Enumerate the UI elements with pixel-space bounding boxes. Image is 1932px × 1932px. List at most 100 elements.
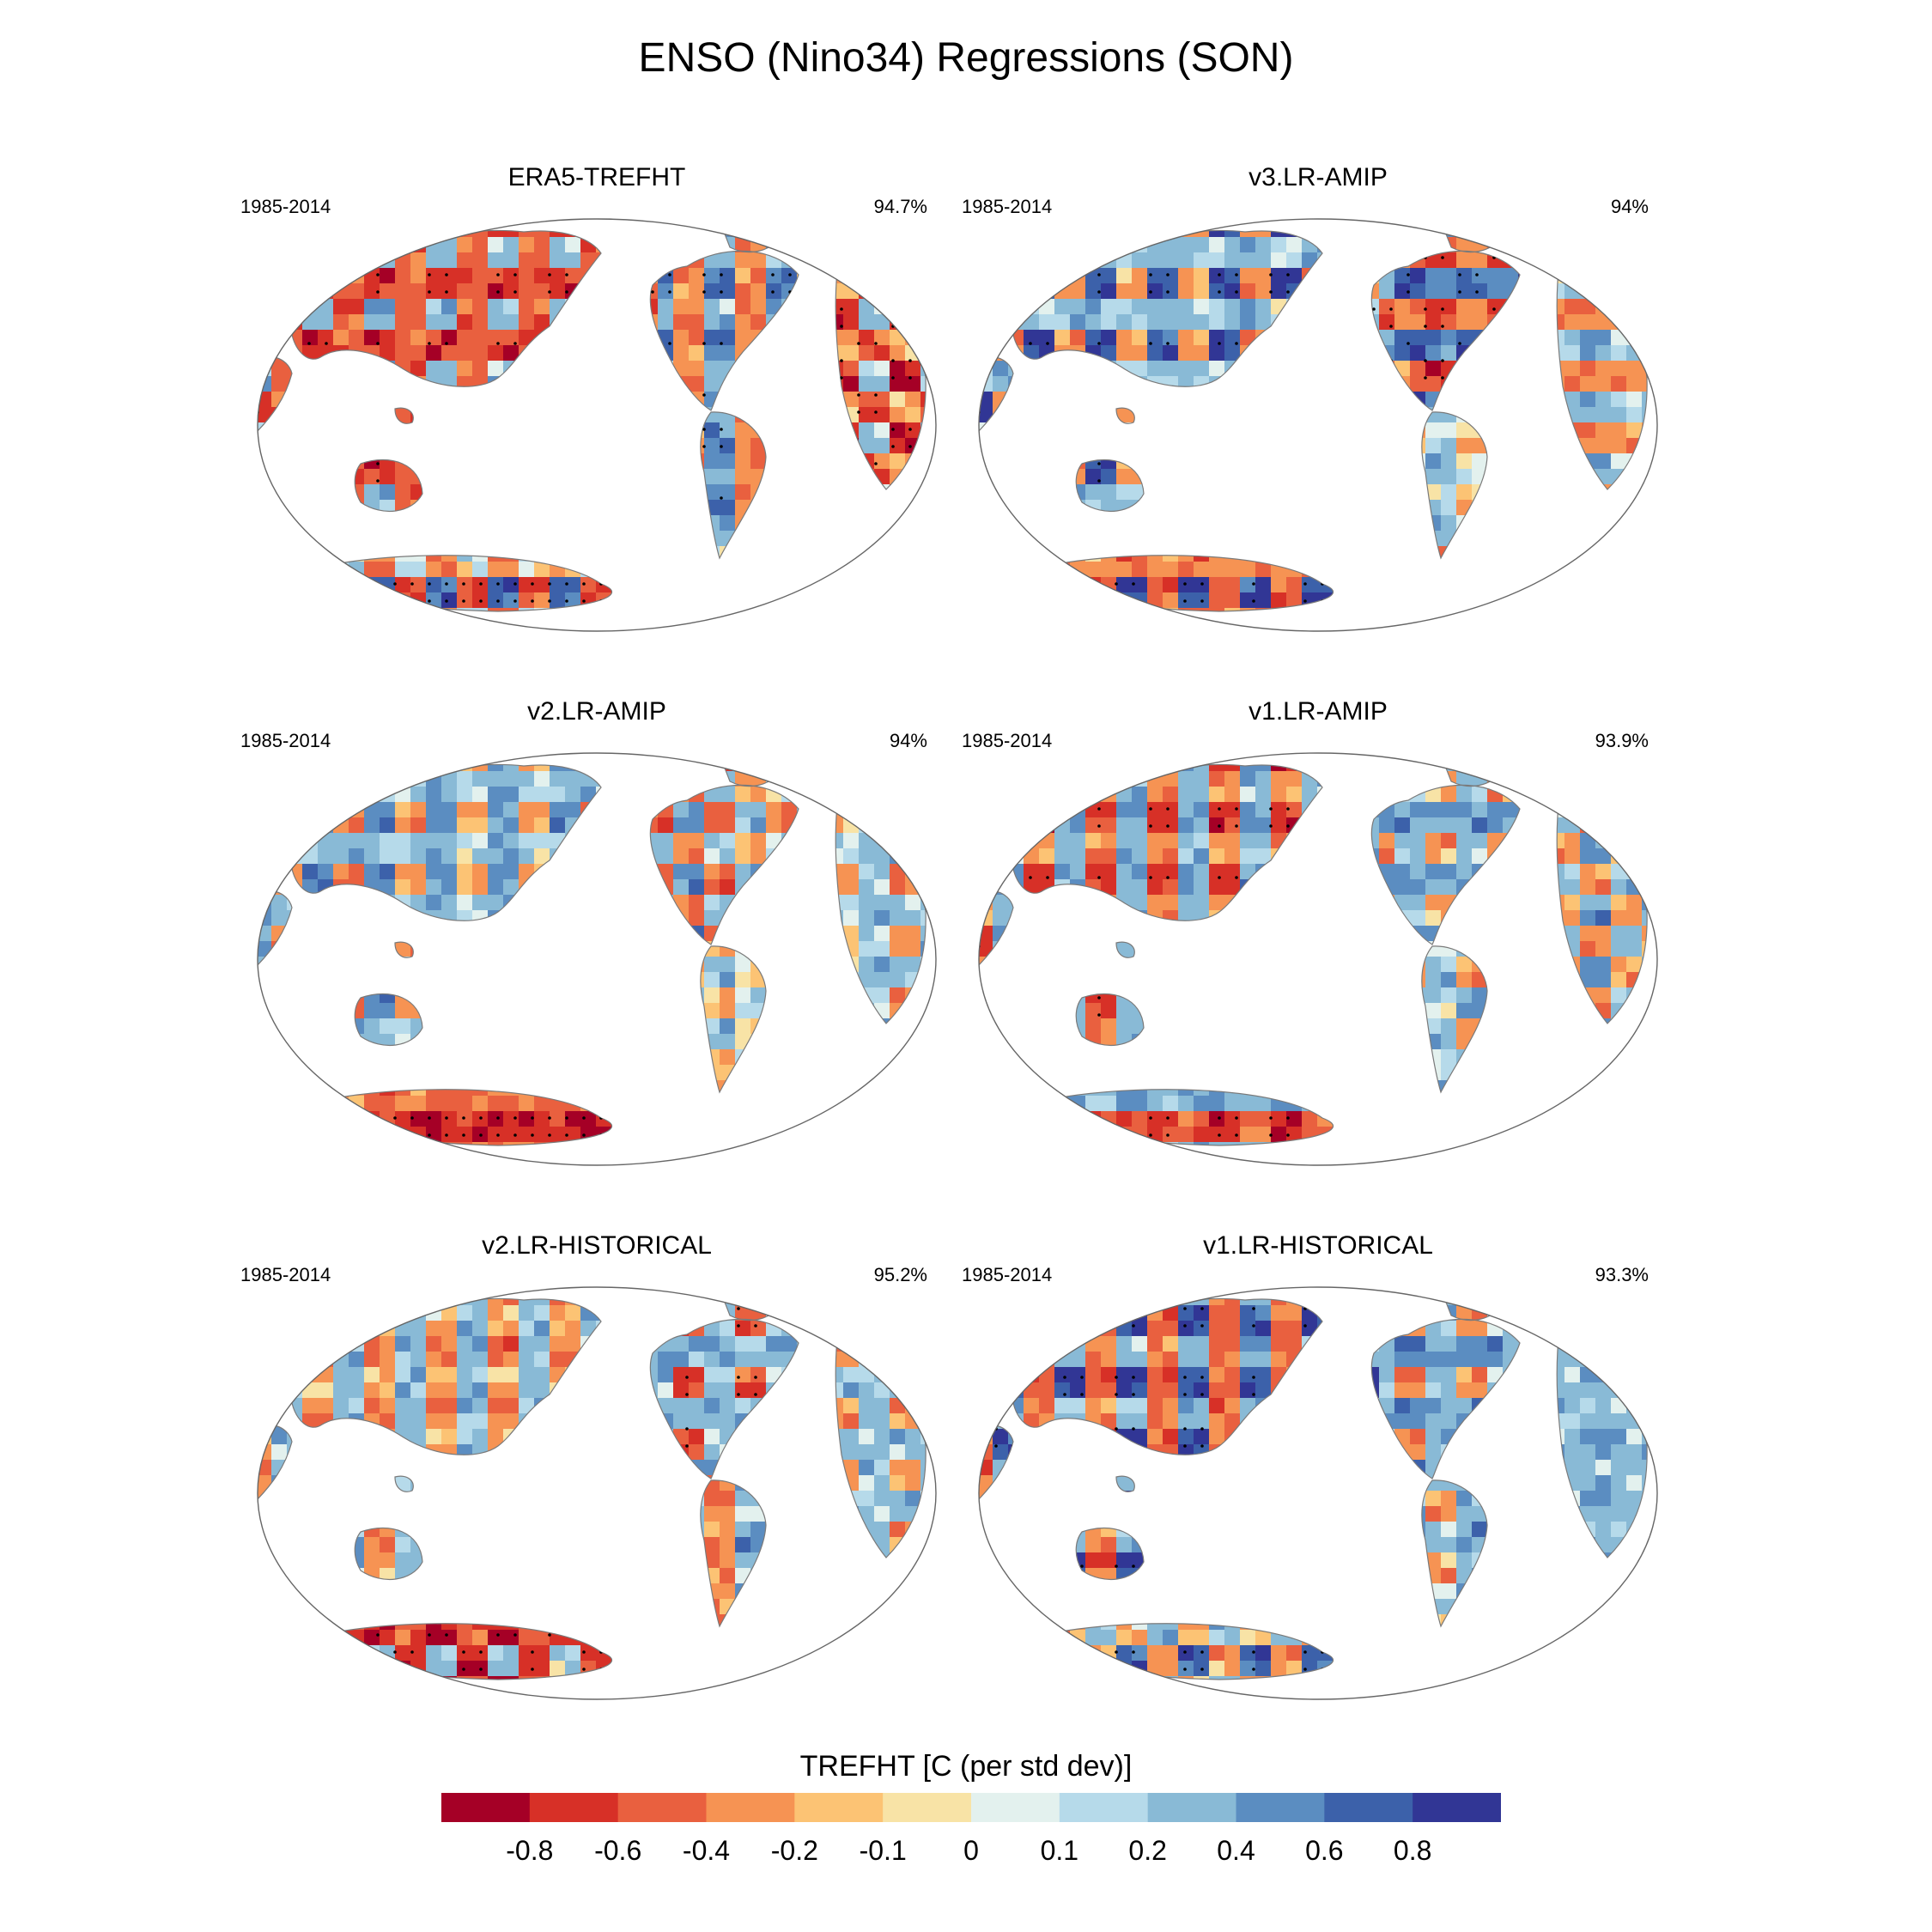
anomaly-cell — [1008, 314, 1024, 331]
anomaly-cell — [1441, 639, 1457, 644]
anomaly-cell — [271, 515, 288, 532]
anomaly-cell — [611, 639, 628, 644]
stipple-dot — [1613, 582, 1616, 586]
anomaly-cell — [1255, 220, 1272, 222]
anomaly-cell — [519, 1173, 535, 1178]
anomaly-cell — [1503, 756, 1519, 772]
anomaly-cell — [271, 1080, 288, 1097]
coastline — [1115, 407, 1135, 424]
anomaly-cell — [488, 639, 504, 644]
anomaly-cell — [720, 268, 736, 284]
anomaly-cell — [457, 562, 473, 578]
anomaly-cell — [905, 608, 921, 611]
anomaly-cell — [828, 237, 844, 253]
anomaly-cell — [1240, 787, 1256, 803]
anomaly-cell — [333, 608, 349, 611]
anomaly-cell — [673, 754, 690, 756]
anomaly-cell — [426, 623, 442, 640]
anomaly-cell — [1394, 314, 1411, 331]
anomaly-cell — [797, 608, 813, 611]
anomaly-cell — [1472, 756, 1488, 772]
stipple-dot — [1441, 256, 1444, 259]
anomaly-cell — [1178, 787, 1194, 803]
anomaly-cell — [905, 220, 921, 222]
anomaly-cell — [859, 957, 875, 973]
stipple-dot — [582, 1133, 586, 1137]
anomaly-cell — [1178, 802, 1194, 818]
anomaly-cell — [936, 740, 952, 756]
anomaly-cell — [410, 252, 427, 269]
anomaly-cell — [287, 754, 303, 756]
anomaly-cell — [302, 623, 319, 640]
anomaly-cell — [1054, 754, 1071, 756]
anomaly-cell — [905, 392, 921, 408]
anomaly-cell — [1132, 361, 1148, 377]
anomaly-cell — [364, 864, 380, 880]
anomaly-cell — [962, 206, 978, 222]
anomaly-cell — [920, 1142, 927, 1145]
anomaly-cell — [1271, 592, 1287, 609]
anomaly-cell — [565, 592, 581, 609]
anomaly-cell — [1286, 237, 1303, 253]
anomaly-cell — [364, 639, 380, 644]
anomaly-cell — [1054, 756, 1071, 772]
anomaly-cell — [519, 833, 535, 849]
anomaly-cell — [1085, 237, 1102, 253]
anomaly-cell — [905, 592, 921, 609]
anomaly-cell — [979, 268, 993, 284]
anomaly-cell — [1209, 361, 1225, 377]
anomaly-cell — [951, 314, 953, 331]
stipple-dot — [1029, 222, 1032, 225]
anomaly-cell — [979, 252, 993, 269]
anomaly-cell — [781, 771, 798, 787]
anomaly-cell — [1487, 220, 1504, 222]
anomaly-cell — [704, 299, 720, 315]
anomaly-cell — [1410, 623, 1426, 640]
anomaly-cell — [364, 1142, 380, 1145]
stipple-dot — [376, 479, 380, 483]
anomaly-cell — [874, 361, 890, 377]
anomaly-cell — [240, 639, 257, 644]
stipple-dot — [908, 582, 912, 586]
anomaly-cell — [859, 252, 875, 269]
anomaly-cell — [258, 833, 272, 849]
anomaly-cell — [993, 222, 1009, 238]
anomaly-cell — [240, 756, 257, 772]
anomaly-cell — [1209, 299, 1225, 315]
anomaly-cell — [1595, 802, 1612, 818]
anomaly-cell — [441, 754, 458, 756]
anomaly-cell — [951, 1065, 953, 1081]
anomaly-cell — [1008, 283, 1024, 300]
anomaly-cell — [1209, 220, 1225, 222]
anomaly-cell — [812, 771, 829, 787]
anomaly-cell — [1657, 361, 1674, 377]
anomaly-cell — [689, 754, 705, 756]
anomaly-cell — [874, 453, 890, 470]
stipple-dot — [1235, 290, 1238, 294]
anomaly-cell — [395, 787, 411, 803]
anomaly-cell — [1673, 222, 1674, 238]
anomaly-cell — [993, 515, 1009, 532]
anomaly-cell — [951, 817, 953, 834]
anomaly-cell — [843, 926, 860, 942]
anomaly-cell — [720, 987, 736, 1004]
anomaly-cell — [1611, 345, 1627, 361]
anomaly-cell — [1673, 361, 1674, 377]
stipple-dot — [428, 1116, 431, 1120]
stipple-dot — [359, 1133, 362, 1137]
anomaly-cell — [441, 330, 458, 346]
anomaly-cell — [1147, 283, 1163, 300]
anomaly-cell — [874, 1127, 890, 1143]
anomaly-cell — [951, 438, 953, 454]
anomaly-cell — [673, 833, 690, 849]
anomaly-cell — [766, 1157, 782, 1174]
anomaly-cell — [1611, 283, 1627, 300]
anomaly-cell — [979, 345, 993, 361]
anomaly-cell — [395, 345, 411, 361]
anomaly-cell — [750, 802, 767, 818]
anomaly-cell — [781, 1157, 798, 1174]
anomaly-cell — [673, 848, 690, 865]
anomaly-cell — [704, 283, 720, 300]
anomaly-cell — [920, 592, 927, 609]
anomaly-cell — [1209, 771, 1225, 787]
